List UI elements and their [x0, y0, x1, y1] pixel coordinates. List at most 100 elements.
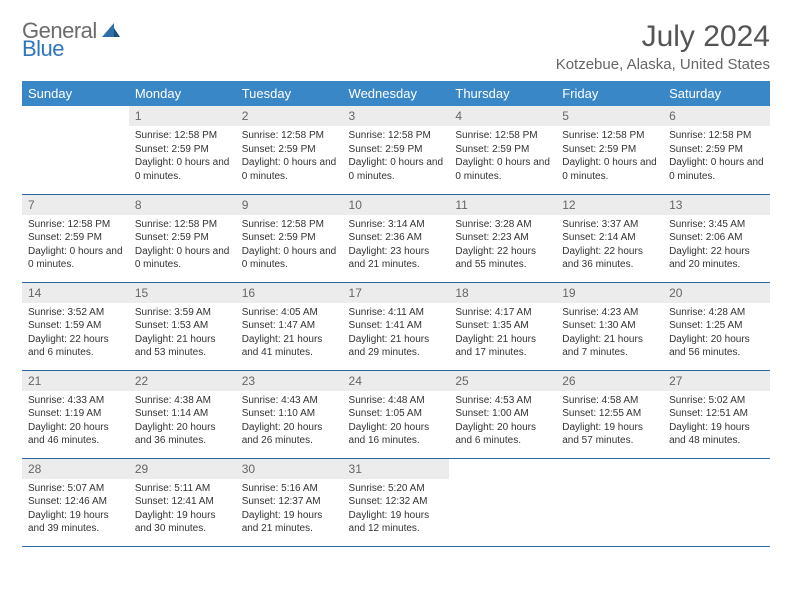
calendar-cell: 20Sunrise: 4:28 AMSunset: 1:25 AMDayligh…	[663, 282, 770, 370]
sunrise-line: Sunrise: 4:17 AM	[455, 306, 550, 320]
sunrise-line: Sunrise: 12:58 PM	[242, 129, 337, 143]
day-header: Friday	[556, 81, 663, 106]
day-details: Sunrise: 4:05 AMSunset: 1:47 AMDaylight:…	[236, 303, 343, 364]
sunrise-line: Sunrise: 5:20 AM	[349, 482, 444, 496]
day-number: 5	[556, 106, 663, 126]
sunrise-line: Sunrise: 5:07 AM	[28, 482, 123, 496]
calendar-cell: 31Sunrise: 5:20 AMSunset: 12:32 AMDaylig…	[343, 458, 450, 546]
calendar-cell: 30Sunrise: 5:16 AMSunset: 12:37 AMDaylig…	[236, 458, 343, 546]
sunset-line: Sunset: 12:55 AM	[562, 407, 657, 421]
daylight-line: Daylight: 19 hours and 21 minutes.	[242, 509, 337, 536]
calendar-cell: 15Sunrise: 3:59 AMSunset: 1:53 AMDayligh…	[129, 282, 236, 370]
calendar-cell: 11Sunrise: 3:28 AMSunset: 2:23 AMDayligh…	[449, 194, 556, 282]
day-details: Sunrise: 12:58 PMSunset: 2:59 PMDaylight…	[343, 126, 450, 187]
location: Kotzebue, Alaska, United States	[556, 56, 770, 73]
daylight-line: Daylight: 0 hours and 0 minutes.	[669, 156, 764, 183]
calendar-week-row: 1Sunrise: 12:58 PMSunset: 2:59 PMDayligh…	[22, 106, 770, 194]
day-number: 1	[129, 106, 236, 126]
daylight-line: Daylight: 21 hours and 17 minutes.	[455, 333, 550, 360]
sunrise-line: Sunrise: 12:58 PM	[242, 218, 337, 232]
calendar-cell: 9Sunrise: 12:58 PMSunset: 2:59 PMDayligh…	[236, 194, 343, 282]
sunset-line: Sunset: 2:23 AM	[455, 231, 550, 245]
day-details: Sunrise: 3:14 AMSunset: 2:36 AMDaylight:…	[343, 215, 450, 276]
sunrise-line: Sunrise: 12:58 PM	[349, 129, 444, 143]
day-number: 17	[343, 283, 450, 303]
day-number: 12	[556, 195, 663, 215]
calendar-cell: 22Sunrise: 4:38 AMSunset: 1:14 AMDayligh…	[129, 370, 236, 458]
sunrise-line: Sunrise: 4:05 AM	[242, 306, 337, 320]
calendar-body: 1Sunrise: 12:58 PMSunset: 2:59 PMDayligh…	[22, 106, 770, 546]
calendar-cell: 25Sunrise: 4:53 AMSunset: 1:00 AMDayligh…	[449, 370, 556, 458]
calendar-cell: 4Sunrise: 12:58 PMSunset: 2:59 PMDayligh…	[449, 106, 556, 194]
day-number: 6	[663, 106, 770, 126]
day-number: 23	[236, 371, 343, 391]
sunrise-line: Sunrise: 12:58 PM	[455, 129, 550, 143]
day-details: Sunrise: 5:16 AMSunset: 12:37 AMDaylight…	[236, 479, 343, 540]
daylight-line: Daylight: 0 hours and 0 minutes.	[562, 156, 657, 183]
sunrise-line: Sunrise: 4:58 AM	[562, 394, 657, 408]
sunrise-line: Sunrise: 12:58 PM	[562, 129, 657, 143]
day-details: Sunrise: 4:33 AMSunset: 1:19 AMDaylight:…	[22, 391, 129, 452]
daylight-line: Daylight: 21 hours and 7 minutes.	[562, 333, 657, 360]
header: General Blue July 2024 Kotzebue, Alaska,…	[22, 20, 770, 73]
day-number: 15	[129, 283, 236, 303]
day-details: Sunrise: 5:20 AMSunset: 12:32 AMDaylight…	[343, 479, 450, 540]
day-number: 18	[449, 283, 556, 303]
sunrise-line: Sunrise: 4:28 AM	[669, 306, 764, 320]
day-details: Sunrise: 3:28 AMSunset: 2:23 AMDaylight:…	[449, 215, 556, 276]
daylight-line: Daylight: 22 hours and 20 minutes.	[669, 245, 764, 272]
calendar-cell: 26Sunrise: 4:58 AMSunset: 12:55 AMDaylig…	[556, 370, 663, 458]
day-details: Sunrise: 5:11 AMSunset: 12:41 AMDaylight…	[129, 479, 236, 540]
sunset-line: Sunset: 2:14 AM	[562, 231, 657, 245]
sunset-line: Sunset: 2:59 PM	[28, 231, 123, 245]
calendar-table: SundayMondayTuesdayWednesdayThursdayFrid…	[22, 81, 770, 547]
calendar-cell: 29Sunrise: 5:11 AMSunset: 12:41 AMDaylig…	[129, 458, 236, 546]
day-details: Sunrise: 3:37 AMSunset: 2:14 AMDaylight:…	[556, 215, 663, 276]
day-number: 8	[129, 195, 236, 215]
day-number: 13	[663, 195, 770, 215]
sunrise-line: Sunrise: 3:14 AM	[349, 218, 444, 232]
sunset-line: Sunset: 2:36 AM	[349, 231, 444, 245]
sunset-line: Sunset: 1:10 AM	[242, 407, 337, 421]
calendar-cell: 1Sunrise: 12:58 PMSunset: 2:59 PMDayligh…	[129, 106, 236, 194]
sunset-line: Sunset: 1:35 AM	[455, 319, 550, 333]
day-number: 16	[236, 283, 343, 303]
sunrise-line: Sunrise: 3:59 AM	[135, 306, 230, 320]
daylight-line: Daylight: 20 hours and 56 minutes.	[669, 333, 764, 360]
sunrise-line: Sunrise: 4:48 AM	[349, 394, 444, 408]
sunset-line: Sunset: 1:05 AM	[349, 407, 444, 421]
day-details: Sunrise: 4:28 AMSunset: 1:25 AMDaylight:…	[663, 303, 770, 364]
day-number: 26	[556, 371, 663, 391]
day-number: 2	[236, 106, 343, 126]
day-number: 19	[556, 283, 663, 303]
day-details: Sunrise: 12:58 PMSunset: 2:59 PMDaylight…	[236, 215, 343, 276]
daylight-line: Daylight: 0 hours and 0 minutes.	[135, 156, 230, 183]
calendar-cell: 12Sunrise: 3:37 AMSunset: 2:14 AMDayligh…	[556, 194, 663, 282]
calendar-cell: 5 Sunrise: 12:58 PMSunset: 2:59 PMDayligh…	[556, 106, 663, 194]
day-details: Sunrise: 5:02 AMSunset: 12:51 AMDaylight…	[663, 391, 770, 452]
daylight-line: Daylight: 0 hours and 0 minutes.	[135, 245, 230, 272]
daylight-line: Daylight: 0 hours and 0 minutes.	[28, 245, 123, 272]
calendar-cell: 6Sunrise: 12:58 PMSunset: 2:59 PMDayligh…	[663, 106, 770, 194]
sunset-line: Sunset: 2:59 PM	[349, 143, 444, 157]
daylight-line: Daylight: 21 hours and 41 minutes.	[242, 333, 337, 360]
day-details: Sunrise: 4:11 AMSunset: 1:41 AMDaylight:…	[343, 303, 450, 364]
sunset-line: Sunset: 2:59 PM	[669, 143, 764, 157]
sunset-line: Sunset: 1:00 AM	[455, 407, 550, 421]
sunrise-line: Sunrise: 5:16 AM	[242, 482, 337, 496]
sunset-line: Sunset: 2:06 AM	[669, 231, 764, 245]
sunrise-line: Sunrise: 4:23 AM	[562, 306, 657, 320]
calendar-cell: 16Sunrise: 4:05 AMSunset: 1:47 AMDayligh…	[236, 282, 343, 370]
sunset-line: Sunset: 12:37 AM	[242, 495, 337, 509]
day-number: 21	[22, 371, 129, 391]
day-number: 29	[129, 459, 236, 479]
day-number: 10	[343, 195, 450, 215]
day-header: Sunday	[22, 81, 129, 106]
day-number: 22	[129, 371, 236, 391]
sunset-line: Sunset: 1:25 AM	[669, 319, 764, 333]
sunset-line: Sunset: 12:32 AM	[349, 495, 444, 509]
daylight-line: Daylight: 22 hours and 36 minutes.	[562, 245, 657, 272]
sunrise-line: Sunrise: 5:11 AM	[135, 482, 230, 496]
sunrise-line: Sunrise: 12:58 PM	[135, 129, 230, 143]
sunset-line: Sunset: 2:59 PM	[562, 143, 657, 157]
